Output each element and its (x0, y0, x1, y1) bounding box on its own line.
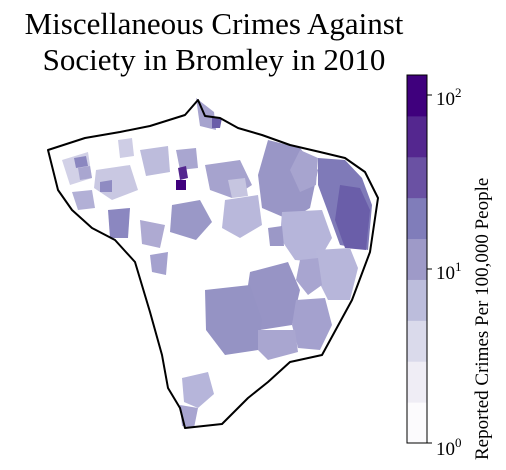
borough-outline (47, 99, 379, 429)
colorbar-segment (407, 197, 427, 240)
colorbar-segment (407, 156, 427, 199)
colorbar-gradient (407, 75, 427, 444)
ward-region (228, 178, 248, 198)
colorbar-label: Reported Crimes Per 100,000 People (472, 177, 493, 460)
ward-region (335, 185, 370, 250)
ward-region (222, 195, 262, 238)
ward-region (72, 190, 95, 210)
ward-region (140, 220, 165, 248)
ward-region (292, 298, 332, 350)
colorbar-segment (407, 238, 427, 280)
ward-region (150, 252, 168, 275)
colorbar-segment (407, 361, 427, 403)
ward-region (74, 156, 88, 168)
ward-region (268, 226, 284, 246)
colorbar-tick-label: 102 (436, 85, 462, 110)
ward-region (100, 180, 112, 192)
ward-region (212, 118, 222, 128)
ward-regions (62, 98, 372, 428)
ward-region (170, 200, 212, 240)
ward-region (78, 166, 92, 180)
ward-region (178, 166, 188, 180)
ward-region (205, 285, 262, 355)
ward-region (176, 148, 198, 170)
colorbar-segment (407, 320, 427, 362)
colorbar-frame (406, 74, 428, 444)
ward-region (176, 180, 186, 190)
map-title: Miscellaneous Crimes Against Society in … (0, 6, 428, 78)
colorbar-segment (407, 75, 427, 117)
title-line-2: Society in Bromley in 2010 (42, 42, 386, 77)
colorbar-segment (407, 279, 427, 321)
colorbar-tick-label: 100 (436, 435, 462, 460)
colorbar-ticks: 100 101 102 (427, 85, 462, 460)
colorbar-segment (407, 402, 427, 444)
ward-region (296, 258, 322, 295)
ward-region (316, 248, 358, 300)
colorbar-tick-label: 101 (436, 259, 462, 284)
ward-region (182, 372, 214, 408)
ward-region (118, 138, 134, 158)
ward-region (108, 208, 130, 238)
ward-region (140, 146, 170, 176)
ward-region (280, 210, 332, 262)
title-line-1: Miscellaneous Crimes Against (24, 6, 404, 41)
ward-region (290, 150, 318, 192)
colorbar-segment (407, 115, 427, 158)
ward-region (258, 330, 298, 360)
